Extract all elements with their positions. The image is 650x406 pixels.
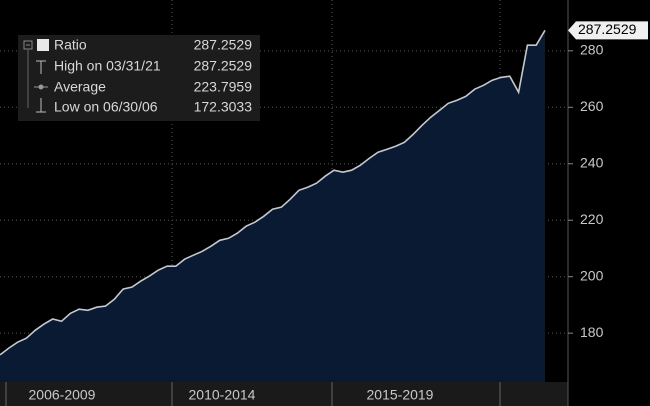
- legend-value: 287.2529: [194, 37, 253, 53]
- legend-label: Low on 06/30/06: [54, 99, 158, 115]
- x-axis-band: [0, 382, 568, 406]
- legend-label: High on 03/31/21: [54, 58, 161, 74]
- legend-label: Average: [54, 79, 106, 95]
- collapse-icon: [23, 40, 33, 50]
- legend-value: 223.7959: [194, 79, 253, 95]
- y-tick-label: 280: [580, 42, 604, 58]
- line: [0, 29, 546, 356]
- legend-box: [18, 35, 260, 121]
- x-group-label: 2015-2019: [367, 387, 434, 403]
- legend-value: 287.2529: [194, 58, 253, 74]
- area: [0, 30, 545, 383]
- legend-label: Ratio: [54, 37, 87, 53]
- last-value-label: 287.2529: [578, 21, 637, 37]
- legend: Ratio 287.2529 High on 03/31/21 287.2529…: [18, 35, 260, 121]
- x-group-label: 2006-2009: [29, 387, 96, 403]
- y-tick-label: 200: [580, 267, 604, 283]
- average-icon: [38, 84, 44, 90]
- low-icon: [36, 98, 46, 113]
- x-group-label: 2010-2014: [189, 387, 256, 403]
- legend-value: 172.3033: [194, 99, 253, 115]
- legend-swatch: [37, 39, 49, 51]
- plot-area: [0, 0, 568, 383]
- y-tick-label: 180: [580, 324, 604, 340]
- last-value-tag: [568, 21, 648, 40]
- y-tick-label: 240: [580, 154, 604, 170]
- high-icon: [36, 60, 46, 74]
- y-tick-label: 260: [580, 98, 604, 114]
- y-tick-label: 220: [580, 211, 604, 227]
